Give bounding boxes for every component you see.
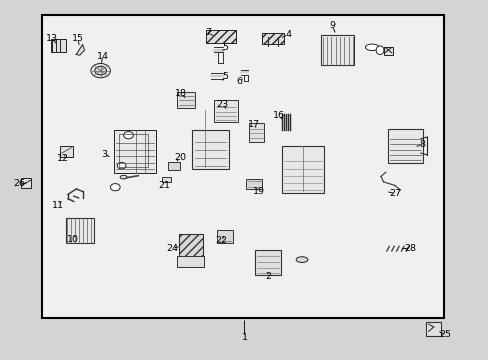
Bar: [206, 30, 235, 43]
Text: 5: 5: [222, 72, 227, 81]
Text: 1: 1: [241, 333, 247, 342]
Bar: [42, 15, 444, 318]
Bar: [177, 256, 204, 267]
Bar: [176, 92, 195, 108]
Bar: [119, 134, 148, 167]
Text: 14: 14: [97, 52, 109, 61]
Bar: [261, 33, 283, 44]
Ellipse shape: [365, 44, 378, 50]
Bar: [65, 219, 94, 243]
Ellipse shape: [117, 162, 126, 169]
Bar: [20, 178, 31, 188]
Bar: [61, 146, 73, 157]
Ellipse shape: [123, 132, 133, 139]
Bar: [320, 36, 353, 65]
Ellipse shape: [91, 63, 110, 78]
Bar: [162, 177, 170, 182]
Text: 19: 19: [253, 187, 264, 196]
Text: 7: 7: [204, 28, 210, 37]
Bar: [178, 234, 203, 259]
Ellipse shape: [120, 175, 127, 179]
Text: 5: 5: [222, 43, 227, 52]
Text: 15: 15: [72, 34, 83, 43]
Bar: [192, 130, 228, 169]
Bar: [51, 39, 65, 52]
Bar: [255, 249, 280, 275]
Text: 26: 26: [13, 179, 25, 188]
Bar: [287, 114, 288, 131]
Bar: [282, 114, 283, 131]
Text: 4: 4: [285, 30, 291, 39]
Text: 8: 8: [419, 140, 425, 149]
Text: 18: 18: [175, 89, 187, 98]
Bar: [289, 114, 290, 131]
Ellipse shape: [110, 184, 120, 191]
Bar: [284, 114, 285, 131]
Bar: [282, 146, 323, 193]
Text: 23: 23: [216, 100, 228, 109]
Bar: [387, 129, 422, 163]
Text: 27: 27: [389, 189, 401, 198]
Ellipse shape: [375, 46, 383, 54]
Bar: [217, 230, 232, 243]
Text: 11: 11: [52, 201, 64, 210]
Bar: [214, 100, 237, 122]
Text: 9: 9: [328, 21, 335, 30]
Bar: [285, 114, 286, 131]
Text: 6: 6: [236, 77, 242, 86]
Text: 21: 21: [158, 181, 170, 190]
Bar: [246, 179, 262, 189]
Bar: [383, 47, 392, 55]
Bar: [248, 123, 264, 142]
Bar: [167, 162, 180, 170]
Text: 2: 2: [264, 272, 270, 281]
Ellipse shape: [95, 66, 106, 75]
Bar: [426, 321, 440, 336]
Text: 20: 20: [174, 153, 186, 162]
Text: 24: 24: [166, 244, 178, 253]
Text: 25: 25: [439, 330, 450, 339]
Ellipse shape: [296, 257, 307, 262]
Bar: [114, 130, 155, 173]
Text: 3: 3: [101, 150, 107, 159]
Text: 17: 17: [248, 120, 260, 129]
Text: 22: 22: [215, 237, 226, 246]
Polygon shape: [76, 44, 84, 55]
Text: 13: 13: [46, 34, 58, 43]
Text: 10: 10: [67, 235, 79, 244]
Text: 12: 12: [57, 154, 69, 163]
Text: 28: 28: [404, 244, 415, 253]
Text: 16: 16: [272, 111, 284, 120]
